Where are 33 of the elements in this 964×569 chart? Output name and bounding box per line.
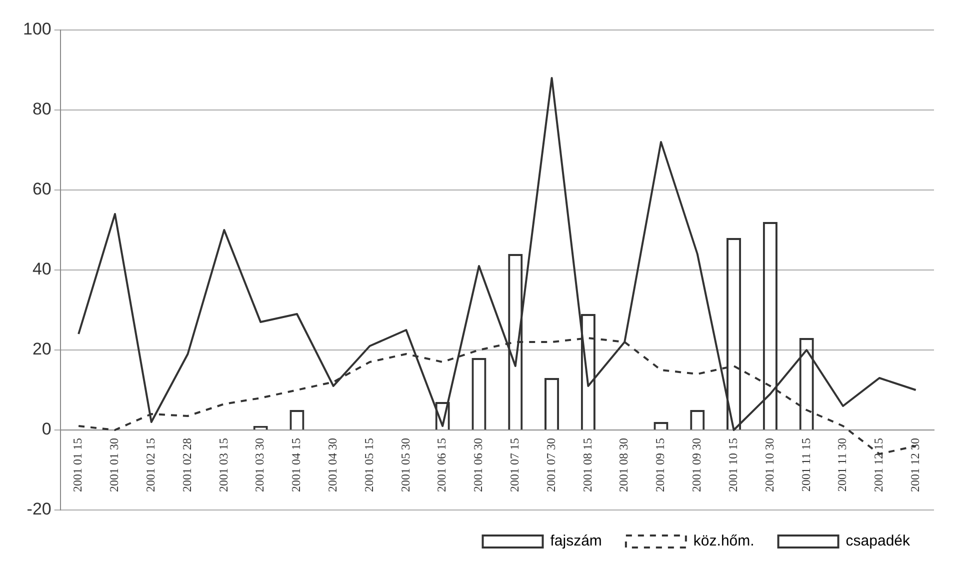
y-tick-label: 80 xyxy=(32,100,52,119)
x-tick-label: 2001 06 15 xyxy=(434,438,449,492)
x-tick-label: 2001 02 15 xyxy=(144,438,158,492)
y-tick-label: 0 xyxy=(42,420,52,439)
x-tick-label: 2001 05 30 xyxy=(398,438,412,492)
x-tick-label: 2001 01 15 xyxy=(70,438,85,492)
x-tick-label: 2001 01 30 xyxy=(107,438,122,492)
x-tick-label: 2001 08 30 xyxy=(616,438,631,492)
x-tick-label: 2001 11 30 xyxy=(835,438,850,492)
legend-label: köz.hőm. xyxy=(693,532,754,550)
x-tick-label: 2001 05 15 xyxy=(362,438,376,492)
x-tick-label: 2001 10 30 xyxy=(762,438,776,492)
y-tick-label: -20 xyxy=(26,500,52,519)
x-tick-label: 2001 11 15 xyxy=(798,438,813,492)
x-tick-label: 2001 04 30 xyxy=(326,438,340,492)
y-tick-label: 20 xyxy=(32,340,52,359)
legend-label: fajszám xyxy=(550,532,602,550)
x-tick-label: 2001 02 28 xyxy=(180,438,194,492)
x-tick-label: 2001 06 30 xyxy=(471,438,486,492)
x-tick-label: 2001 07 30 xyxy=(544,438,558,492)
x-tick-label: 2001 08 15 xyxy=(580,438,594,492)
legend-label: csapadék xyxy=(846,532,910,550)
x-tick-label: 2001 09 30 xyxy=(690,438,704,492)
x-tick-label: 2001 03 15 xyxy=(216,438,230,492)
x-tick-label: 2001 07 15 xyxy=(508,438,522,492)
y-tick-label: 60 xyxy=(32,180,52,199)
x-tick-label: 2001 10 15 xyxy=(726,438,740,492)
x-tick-label: 2001 04 15 xyxy=(289,438,304,492)
x-tick-label: 2001 03 30 xyxy=(252,438,267,492)
y-tick-label: 100 xyxy=(22,20,52,39)
x-tick-label: 2001 09 15 xyxy=(653,438,668,492)
x-tick-label: 2001 12 15 xyxy=(872,438,886,492)
y-tick-label: 40 xyxy=(32,260,52,279)
